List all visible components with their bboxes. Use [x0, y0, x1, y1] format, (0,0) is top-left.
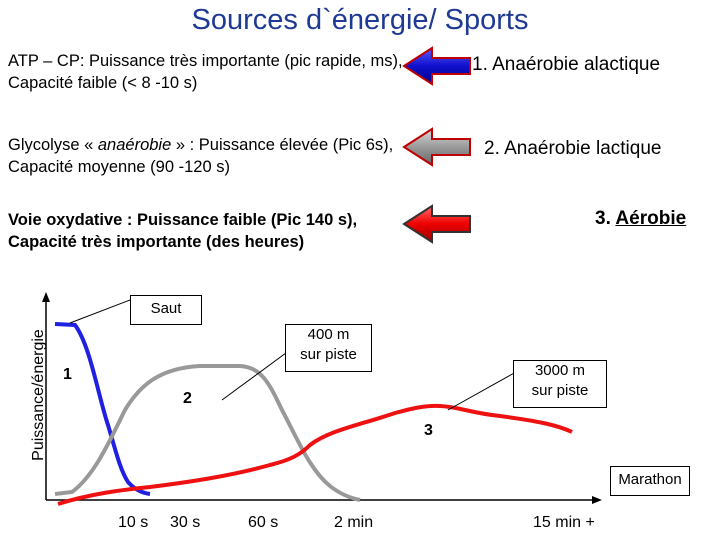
curve-anaerobie-alactique: [54, 322, 151, 496]
voie-oxydative-description: Voie oxydative : Puissance faible (Pic 1…: [8, 211, 358, 251]
callout-400m-piste: 400 m sur piste: [285, 324, 372, 372]
curve-label-3: 3: [424, 422, 433, 439]
y-axis-label: Puissance/énergie: [30, 329, 47, 461]
x-tick-15min: 15 min +: [533, 514, 595, 531]
curve-anaerobie-lactique: [54, 364, 361, 502]
callout-marathon: Marathon: [610, 466, 690, 496]
arrow-grey-icon: [402, 127, 471, 167]
x-tick-10s: 10 s: [118, 514, 149, 531]
anaerobie-alactique-label: 1. Anaérobie alactique: [472, 54, 661, 75]
x-tick-2min: 2 min: [334, 514, 374, 531]
x-tick-60s: 60 s: [248, 514, 279, 531]
arrow-red-icon: [402, 204, 471, 244]
callout-saut: Saut: [130, 295, 202, 325]
page-title: Sources d`énergie/ Sports: [191, 4, 529, 36]
anaerobie-lactique-label: 2. Anaérobie lactique: [484, 138, 662, 159]
glycolyse-description: Glycolyse « anaérobie » : Puissance élev…: [8, 136, 394, 176]
aerobie-label: 3. Aérobie: [595, 208, 687, 229]
atp-cp-description: ATP – CP: Puissance très importante (pic…: [8, 52, 403, 92]
callout-3000m-piste: 3000 m sur piste: [513, 360, 607, 408]
arrow-blue-icon: [402, 46, 471, 86]
curve-label-1: 1: [63, 366, 72, 383]
curve-aerobie: [57, 403, 573, 506]
curve-label-2: 2: [183, 390, 192, 407]
x-tick-30s: 30 s: [170, 514, 201, 531]
